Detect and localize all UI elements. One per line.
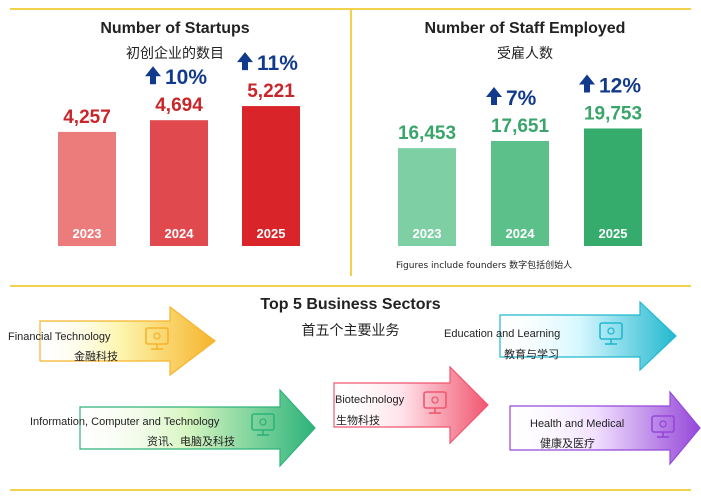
value-label: 5,221 [247, 81, 295, 102]
sector-biotech: Biotechnology 生物科技 [332, 365, 492, 445]
bar [584, 128, 642, 246]
fintech-icon [145, 327, 169, 350]
sector-arrow [509, 390, 701, 466]
up-arrow-icon [486, 86, 502, 105]
value-label: 19,753 [584, 103, 642, 124]
sector-label-en: Financial Technology [8, 331, 111, 343]
sector-education: Education and Learning 教育与学习 [440, 300, 680, 372]
growth-label: 10% [165, 66, 207, 89]
year-label: 2024 [165, 226, 195, 241]
staff-bar-chart: 2023 16,453 2024 17,651 7% 2025 19,753 12% [398, 74, 642, 246]
value-label: 4,257 [63, 107, 111, 128]
books-icon [599, 322, 623, 345]
top-divider [10, 8, 691, 10]
sector-arrow [333, 365, 489, 445]
up-arrow-icon [579, 74, 595, 93]
sector-arrow [79, 388, 316, 468]
panel-divider [350, 10, 352, 276]
sector-arrow [39, 305, 216, 377]
sector-label-zh: 金融科技 [74, 350, 118, 363]
sectors-title: Top 5 Business Sectors [260, 296, 441, 313]
heartbeat-icon [651, 415, 675, 438]
sector-health: Health and Medical 健康及医疗 [500, 390, 701, 466]
year-label: 2023 [73, 226, 102, 241]
year-label: 2025 [599, 226, 628, 241]
year-label: 2023 [413, 226, 442, 241]
sector-fintech: Financial Technology 金融科技 [0, 305, 230, 377]
sector-label-en: Education and Learning [444, 328, 561, 340]
sector-label-zh: 健康及医疗 [540, 437, 595, 450]
growth-label: 12% [599, 74, 641, 97]
growth-label: 11% [257, 52, 298, 75]
bar [58, 131, 116, 246]
sector-arrow [499, 300, 677, 372]
sector-label-en: Biotechnology [335, 394, 405, 406]
bar [242, 106, 300, 246]
sector-label-en: Health and Medical [530, 418, 625, 430]
year-label: 2024 [506, 226, 536, 241]
bottom-divider [10, 489, 691, 491]
startups-title: Number of Startups [100, 20, 250, 37]
sector-label-zh: 教育与学习 [504, 348, 559, 361]
sector-ict: Information, Computer and Technology 资讯、… [0, 388, 320, 468]
startups-subtitle: 初创企业的数目 [126, 46, 224, 62]
figures-note: Figures include founders 数字包括创始人 [396, 261, 573, 271]
year-label: 2025 [257, 226, 286, 241]
sector-label-zh: 资讯、电脑及科技 [147, 435, 235, 448]
middle-divider [10, 285, 691, 287]
bar [491, 140, 549, 246]
staff-title: Number of Staff Employed [424, 20, 626, 37]
staff-subtitle: 受雇人数 [497, 46, 553, 62]
bar [150, 120, 208, 246]
value-label: 17,651 [491, 116, 550, 137]
bar [398, 148, 456, 246]
sector-label-zh: 生物科技 [336, 414, 380, 427]
up-arrow-icon [145, 66, 161, 85]
up-arrow-icon [237, 52, 253, 71]
growth-label: 7% [506, 87, 537, 110]
sectors-subtitle: 首五个主要业务 [301, 323, 400, 339]
dna-icon [423, 391, 447, 414]
computer-chip-icon [251, 413, 275, 436]
sector-label-en: Information, Computer and Technology [30, 416, 220, 428]
startups-bar-chart: 2023 4,257 2024 4,694 10% 2025 5,221 11% [58, 52, 300, 246]
value-label: 4,694 [155, 95, 203, 116]
value-label: 16,453 [398, 123, 456, 144]
